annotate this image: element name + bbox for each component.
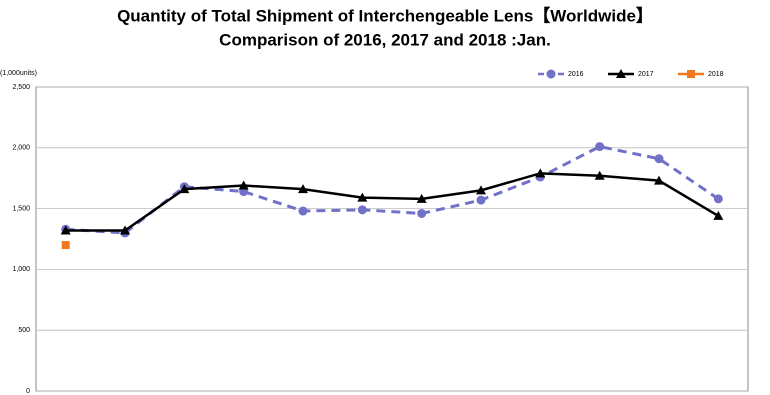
chart-subtitle: Comparison of 2016, 2017 and 2018 :Jan. xyxy=(219,30,551,49)
y-tick-label: 1,000 xyxy=(12,266,30,273)
y-tick-label: 1,500 xyxy=(12,205,30,212)
data-point xyxy=(60,225,71,235)
legend-marker xyxy=(687,70,695,78)
y-tick-label: 2,500 xyxy=(12,84,30,91)
legend-marker xyxy=(616,69,626,78)
data-point xyxy=(61,241,70,250)
data-point xyxy=(654,175,664,185)
legend-label: 2018 xyxy=(708,71,724,78)
data-point xyxy=(476,185,486,195)
data-point xyxy=(357,205,367,215)
data-point xyxy=(120,225,130,235)
legend-marker xyxy=(546,69,556,79)
legend-label: 2017 xyxy=(638,71,654,78)
data-point xyxy=(535,168,546,178)
legend-label: 2016 xyxy=(568,71,584,78)
y-tick-label: 2,000 xyxy=(12,145,30,152)
data-point xyxy=(417,208,427,218)
data-point xyxy=(298,206,308,216)
y-tick-label: 0 xyxy=(26,388,30,395)
data-point xyxy=(238,180,249,190)
data-point xyxy=(179,184,190,194)
series-line xyxy=(65,145,720,235)
chart-title: Quantity of Total Shipment of Intercheng… xyxy=(117,5,653,25)
data-point xyxy=(416,193,427,203)
data-point xyxy=(594,170,605,180)
data-point xyxy=(595,142,605,152)
data-point xyxy=(357,192,368,202)
data-point xyxy=(476,195,486,205)
plot-frame xyxy=(35,86,749,392)
data-point xyxy=(713,194,723,204)
y-tick-label: 500 xyxy=(18,327,30,334)
y-axis-label: (1,000units) xyxy=(0,70,37,77)
data-point xyxy=(713,210,724,220)
data-point xyxy=(654,154,664,164)
data-point xyxy=(298,184,308,194)
series-line xyxy=(65,172,719,232)
